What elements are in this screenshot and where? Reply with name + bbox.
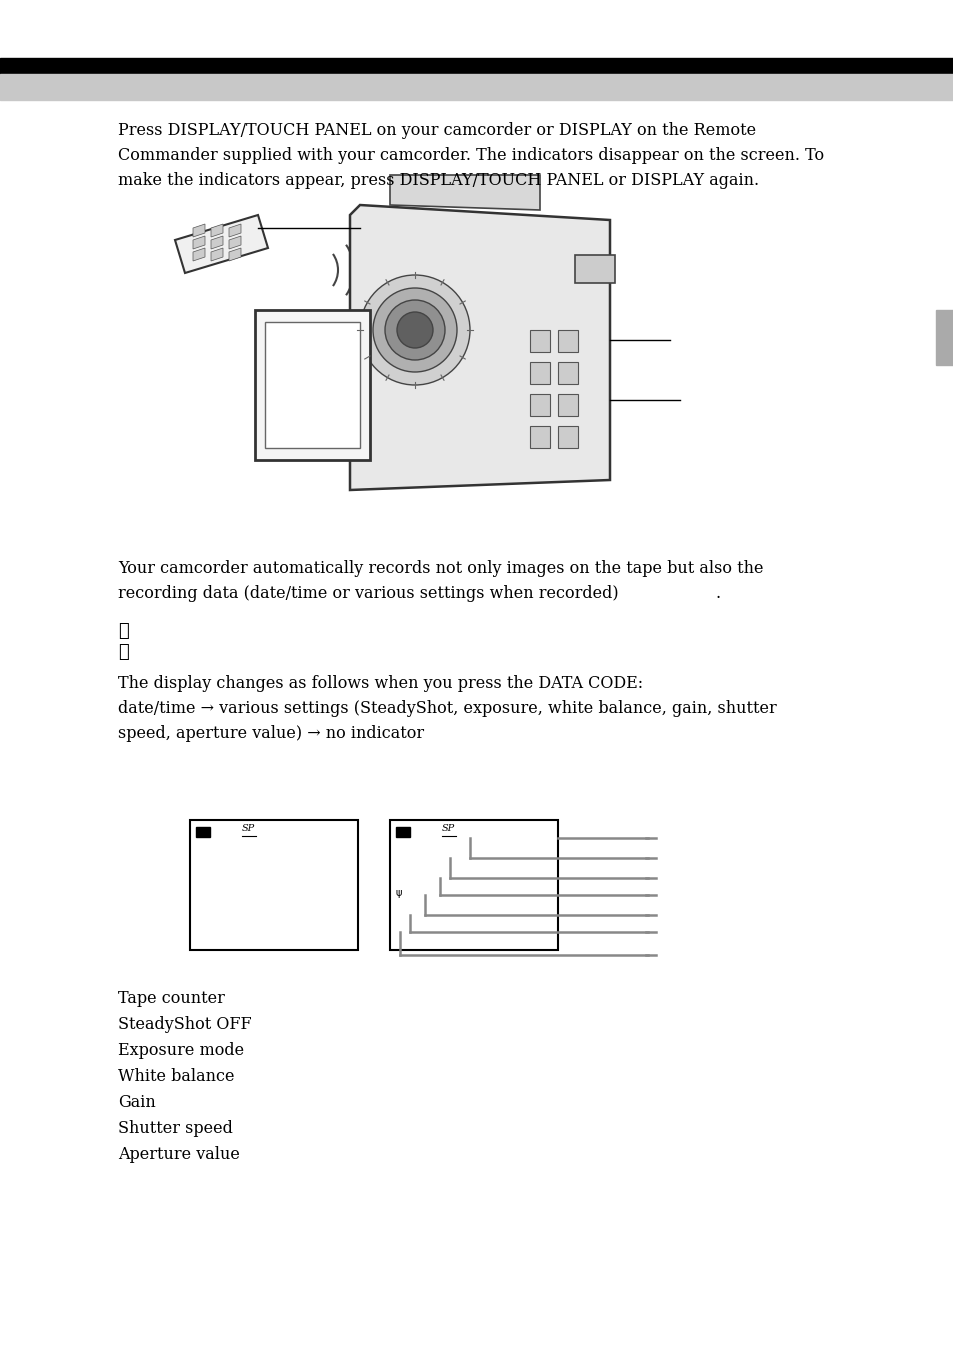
- Polygon shape: [390, 174, 539, 210]
- Bar: [558, 330, 578, 352]
- Text: Shutter speed: Shutter speed: [118, 1119, 233, 1137]
- Bar: [390, 821, 558, 950]
- Polygon shape: [350, 206, 609, 489]
- Bar: [195, 827, 210, 837]
- Bar: [190, 821, 357, 950]
- Circle shape: [385, 300, 444, 360]
- Text: The display changes as follows when you press the DATA CODE:
date/time → various: The display changes as follows when you …: [118, 675, 776, 742]
- Bar: [530, 393, 550, 416]
- Text: Aperture value: Aperture value: [118, 1146, 239, 1163]
- Bar: [530, 426, 550, 448]
- Bar: [530, 362, 550, 384]
- Text: SteadyShot OFF: SteadyShot OFF: [118, 1015, 252, 1033]
- Polygon shape: [193, 237, 205, 249]
- Circle shape: [359, 274, 470, 385]
- Polygon shape: [211, 247, 223, 261]
- Bar: [558, 393, 578, 416]
- Polygon shape: [211, 224, 223, 237]
- Bar: [558, 362, 578, 384]
- Bar: [575, 256, 615, 283]
- Text: SP: SP: [242, 823, 254, 833]
- Bar: [395, 827, 410, 837]
- Polygon shape: [193, 247, 205, 261]
- Text: Your camcorder automatically records not only images on the tape but also the
re: Your camcorder automatically records not…: [118, 560, 762, 602]
- Polygon shape: [211, 237, 223, 249]
- Polygon shape: [229, 237, 241, 249]
- Polygon shape: [265, 322, 359, 448]
- Text: SP: SP: [441, 823, 455, 833]
- Bar: [530, 330, 550, 352]
- Bar: [935, 310, 953, 365]
- Bar: [0, 58, 953, 74]
- Circle shape: [396, 312, 433, 347]
- Circle shape: [373, 288, 456, 372]
- Text: Tape counter: Tape counter: [118, 990, 225, 1007]
- Polygon shape: [254, 310, 370, 460]
- Text: Gain: Gain: [118, 1094, 155, 1111]
- Polygon shape: [229, 224, 241, 237]
- Bar: [0, 74, 953, 100]
- Polygon shape: [229, 247, 241, 261]
- Polygon shape: [174, 215, 268, 273]
- Text: ψ: ψ: [395, 888, 402, 898]
- Text: Press DISPLAY/TOUCH PANEL on your camcorder or DISPLAY on the Remote
Commander s: Press DISPLAY/TOUCH PANEL on your camcor…: [118, 122, 823, 188]
- Bar: [558, 426, 578, 448]
- Text: ①: ①: [118, 622, 129, 639]
- Text: ②: ②: [118, 644, 129, 661]
- Polygon shape: [193, 224, 205, 237]
- Text: White balance: White balance: [118, 1068, 234, 1086]
- Text: Exposure mode: Exposure mode: [118, 1042, 244, 1059]
